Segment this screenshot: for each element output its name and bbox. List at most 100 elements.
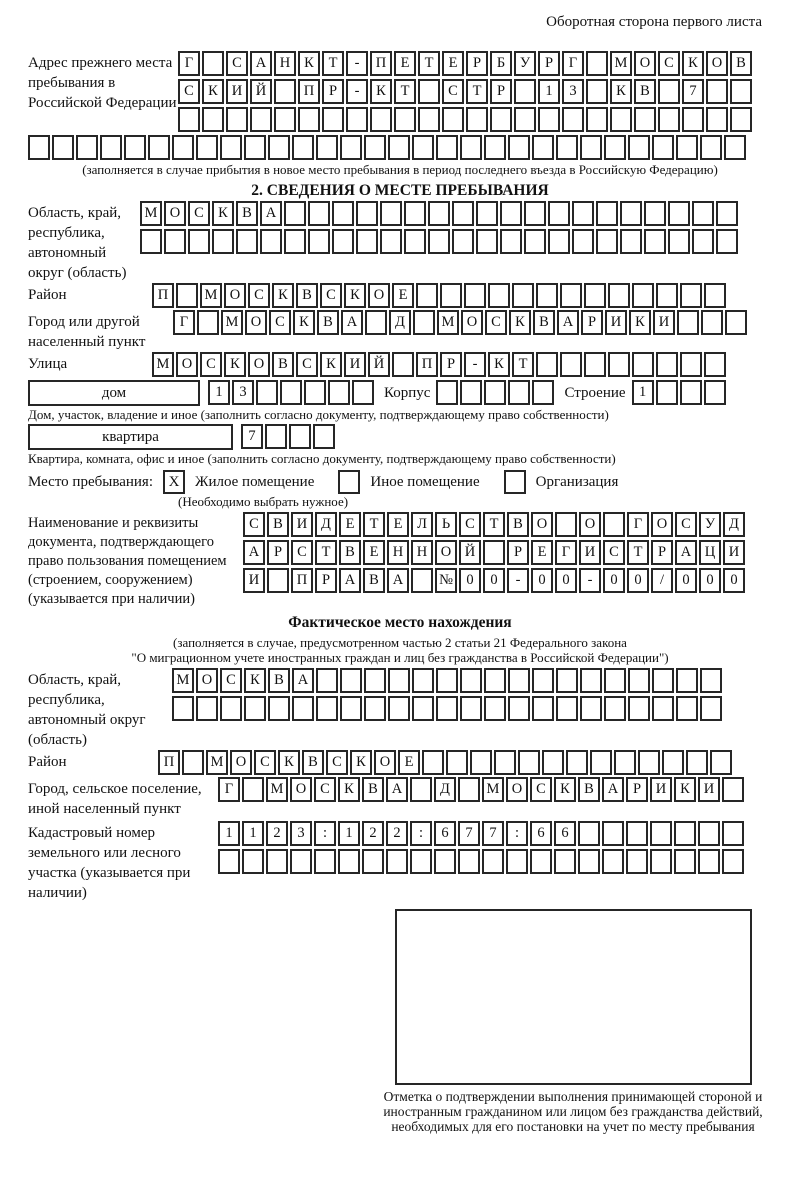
char-cell[interactable] bbox=[578, 821, 600, 846]
char-cell[interactable] bbox=[316, 668, 338, 693]
char-cell[interactable]: Й bbox=[250, 79, 272, 104]
char-cell[interactable] bbox=[182, 750, 204, 775]
char-cell[interactable] bbox=[676, 135, 698, 160]
char-cell[interactable]: М bbox=[140, 201, 162, 226]
char-cell[interactable]: И bbox=[579, 540, 601, 565]
char-cell[interactable] bbox=[446, 750, 468, 775]
char-cell[interactable] bbox=[322, 107, 344, 132]
char-cell[interactable]: В bbox=[236, 201, 258, 226]
char-cell[interactable]: В bbox=[362, 777, 384, 802]
char-cell[interactable] bbox=[676, 696, 698, 721]
char-cell[interactable] bbox=[548, 229, 570, 254]
char-cell[interactable] bbox=[164, 229, 186, 254]
char-cell[interactable] bbox=[536, 283, 558, 308]
char-cell[interactable]: Р bbox=[538, 51, 560, 76]
char-cell[interactable] bbox=[476, 201, 498, 226]
char-cell[interactable] bbox=[202, 51, 224, 76]
char-cell[interactable]: С bbox=[178, 79, 200, 104]
char-cell[interactable]: В bbox=[296, 283, 318, 308]
char-cell[interactable]: Р bbox=[507, 540, 529, 565]
char-cell[interactable]: А bbox=[243, 540, 265, 565]
char-cell[interactable] bbox=[412, 668, 434, 693]
char-cell[interactable] bbox=[364, 668, 386, 693]
char-cell[interactable] bbox=[428, 229, 450, 254]
char-cell[interactable]: М bbox=[221, 310, 243, 335]
char-cell[interactable]: / bbox=[651, 568, 673, 593]
char-cell[interactable] bbox=[508, 380, 531, 405]
char-cell[interactable]: Р bbox=[322, 79, 344, 104]
char-cell[interactable] bbox=[212, 229, 234, 254]
char-cell[interactable]: О bbox=[634, 51, 656, 76]
char-cell[interactable]: Е bbox=[363, 540, 385, 565]
char-cell[interactable]: М bbox=[206, 750, 228, 775]
char-cell[interactable]: 2 bbox=[266, 821, 288, 846]
char-cell[interactable] bbox=[298, 107, 320, 132]
char-cell[interactable] bbox=[196, 135, 218, 160]
char-cell[interactable]: О bbox=[230, 750, 252, 775]
char-cell[interactable] bbox=[242, 849, 264, 874]
char-cell[interactable]: Е bbox=[339, 512, 361, 537]
char-cell[interactable] bbox=[604, 135, 626, 160]
char-cell[interactable]: К bbox=[682, 51, 704, 76]
char-cell[interactable] bbox=[578, 849, 600, 874]
char-cell[interactable]: 0 bbox=[531, 568, 553, 593]
char-cell[interactable] bbox=[483, 540, 505, 565]
char-cell[interactable]: П bbox=[291, 568, 313, 593]
char-cell[interactable] bbox=[482, 849, 504, 874]
char-cell[interactable] bbox=[220, 696, 242, 721]
char-cell[interactable]: К bbox=[370, 79, 392, 104]
char-cell[interactable] bbox=[656, 352, 678, 377]
char-cell[interactable] bbox=[674, 849, 696, 874]
char-cell[interactable]: 0 bbox=[627, 568, 649, 593]
char-cell[interactable] bbox=[289, 424, 311, 449]
char-cell[interactable] bbox=[422, 750, 444, 775]
char-cell[interactable] bbox=[700, 135, 722, 160]
char-cell[interactable]: К bbox=[610, 79, 632, 104]
char-cell[interactable] bbox=[508, 135, 530, 160]
char-cell[interactable]: Г bbox=[627, 512, 649, 537]
char-cell[interactable]: 7 bbox=[682, 79, 704, 104]
char-cell[interactable] bbox=[332, 229, 354, 254]
char-cell[interactable] bbox=[512, 283, 534, 308]
char-cell[interactable] bbox=[364, 135, 386, 160]
char-cell[interactable]: : bbox=[314, 821, 336, 846]
char-cell[interactable]: Р bbox=[315, 568, 337, 593]
char-cell[interactable] bbox=[370, 107, 392, 132]
char-cell[interactable]: И bbox=[605, 310, 627, 335]
char-cell[interactable] bbox=[682, 107, 704, 132]
char-cell[interactable]: 1 bbox=[631, 380, 654, 405]
char-cell[interactable] bbox=[628, 135, 650, 160]
char-cell[interactable] bbox=[655, 380, 678, 405]
char-cell[interactable]: Н bbox=[411, 540, 433, 565]
char-cell[interactable] bbox=[586, 51, 608, 76]
char-cell[interactable] bbox=[362, 849, 384, 874]
char-cell[interactable] bbox=[532, 668, 554, 693]
char-cell[interactable]: Р bbox=[651, 540, 673, 565]
char-cell[interactable]: Г bbox=[173, 310, 195, 335]
char-cell[interactable] bbox=[730, 107, 752, 132]
char-cell[interactable]: Д bbox=[434, 777, 456, 802]
char-cell[interactable] bbox=[340, 696, 362, 721]
char-cell[interactable]: - bbox=[464, 352, 486, 377]
char-cell[interactable] bbox=[218, 849, 240, 874]
char-cell[interactable] bbox=[644, 229, 666, 254]
char-cell[interactable]: К bbox=[298, 51, 320, 76]
char-cell[interactable]: А bbox=[557, 310, 579, 335]
char-cell[interactable]: Е bbox=[442, 51, 464, 76]
char-cell[interactable] bbox=[313, 424, 335, 449]
char-cell[interactable]: О bbox=[290, 777, 312, 802]
char-cell[interactable]: А bbox=[250, 51, 272, 76]
char-cell[interactable]: Е bbox=[387, 512, 409, 537]
char-cell[interactable] bbox=[196, 696, 218, 721]
char-cell[interactable] bbox=[652, 668, 674, 693]
char-cell[interactable]: Т bbox=[315, 540, 337, 565]
char-cell[interactable] bbox=[608, 283, 630, 308]
char-cell[interactable]: Д bbox=[315, 512, 337, 537]
char-cell[interactable] bbox=[542, 750, 564, 775]
char-cell[interactable]: С bbox=[291, 540, 313, 565]
char-cell[interactable]: Р bbox=[440, 352, 462, 377]
char-cell[interactable]: : bbox=[410, 821, 432, 846]
char-cell[interactable] bbox=[412, 135, 434, 160]
char-cell[interactable] bbox=[476, 229, 498, 254]
char-cell[interactable] bbox=[484, 380, 507, 405]
